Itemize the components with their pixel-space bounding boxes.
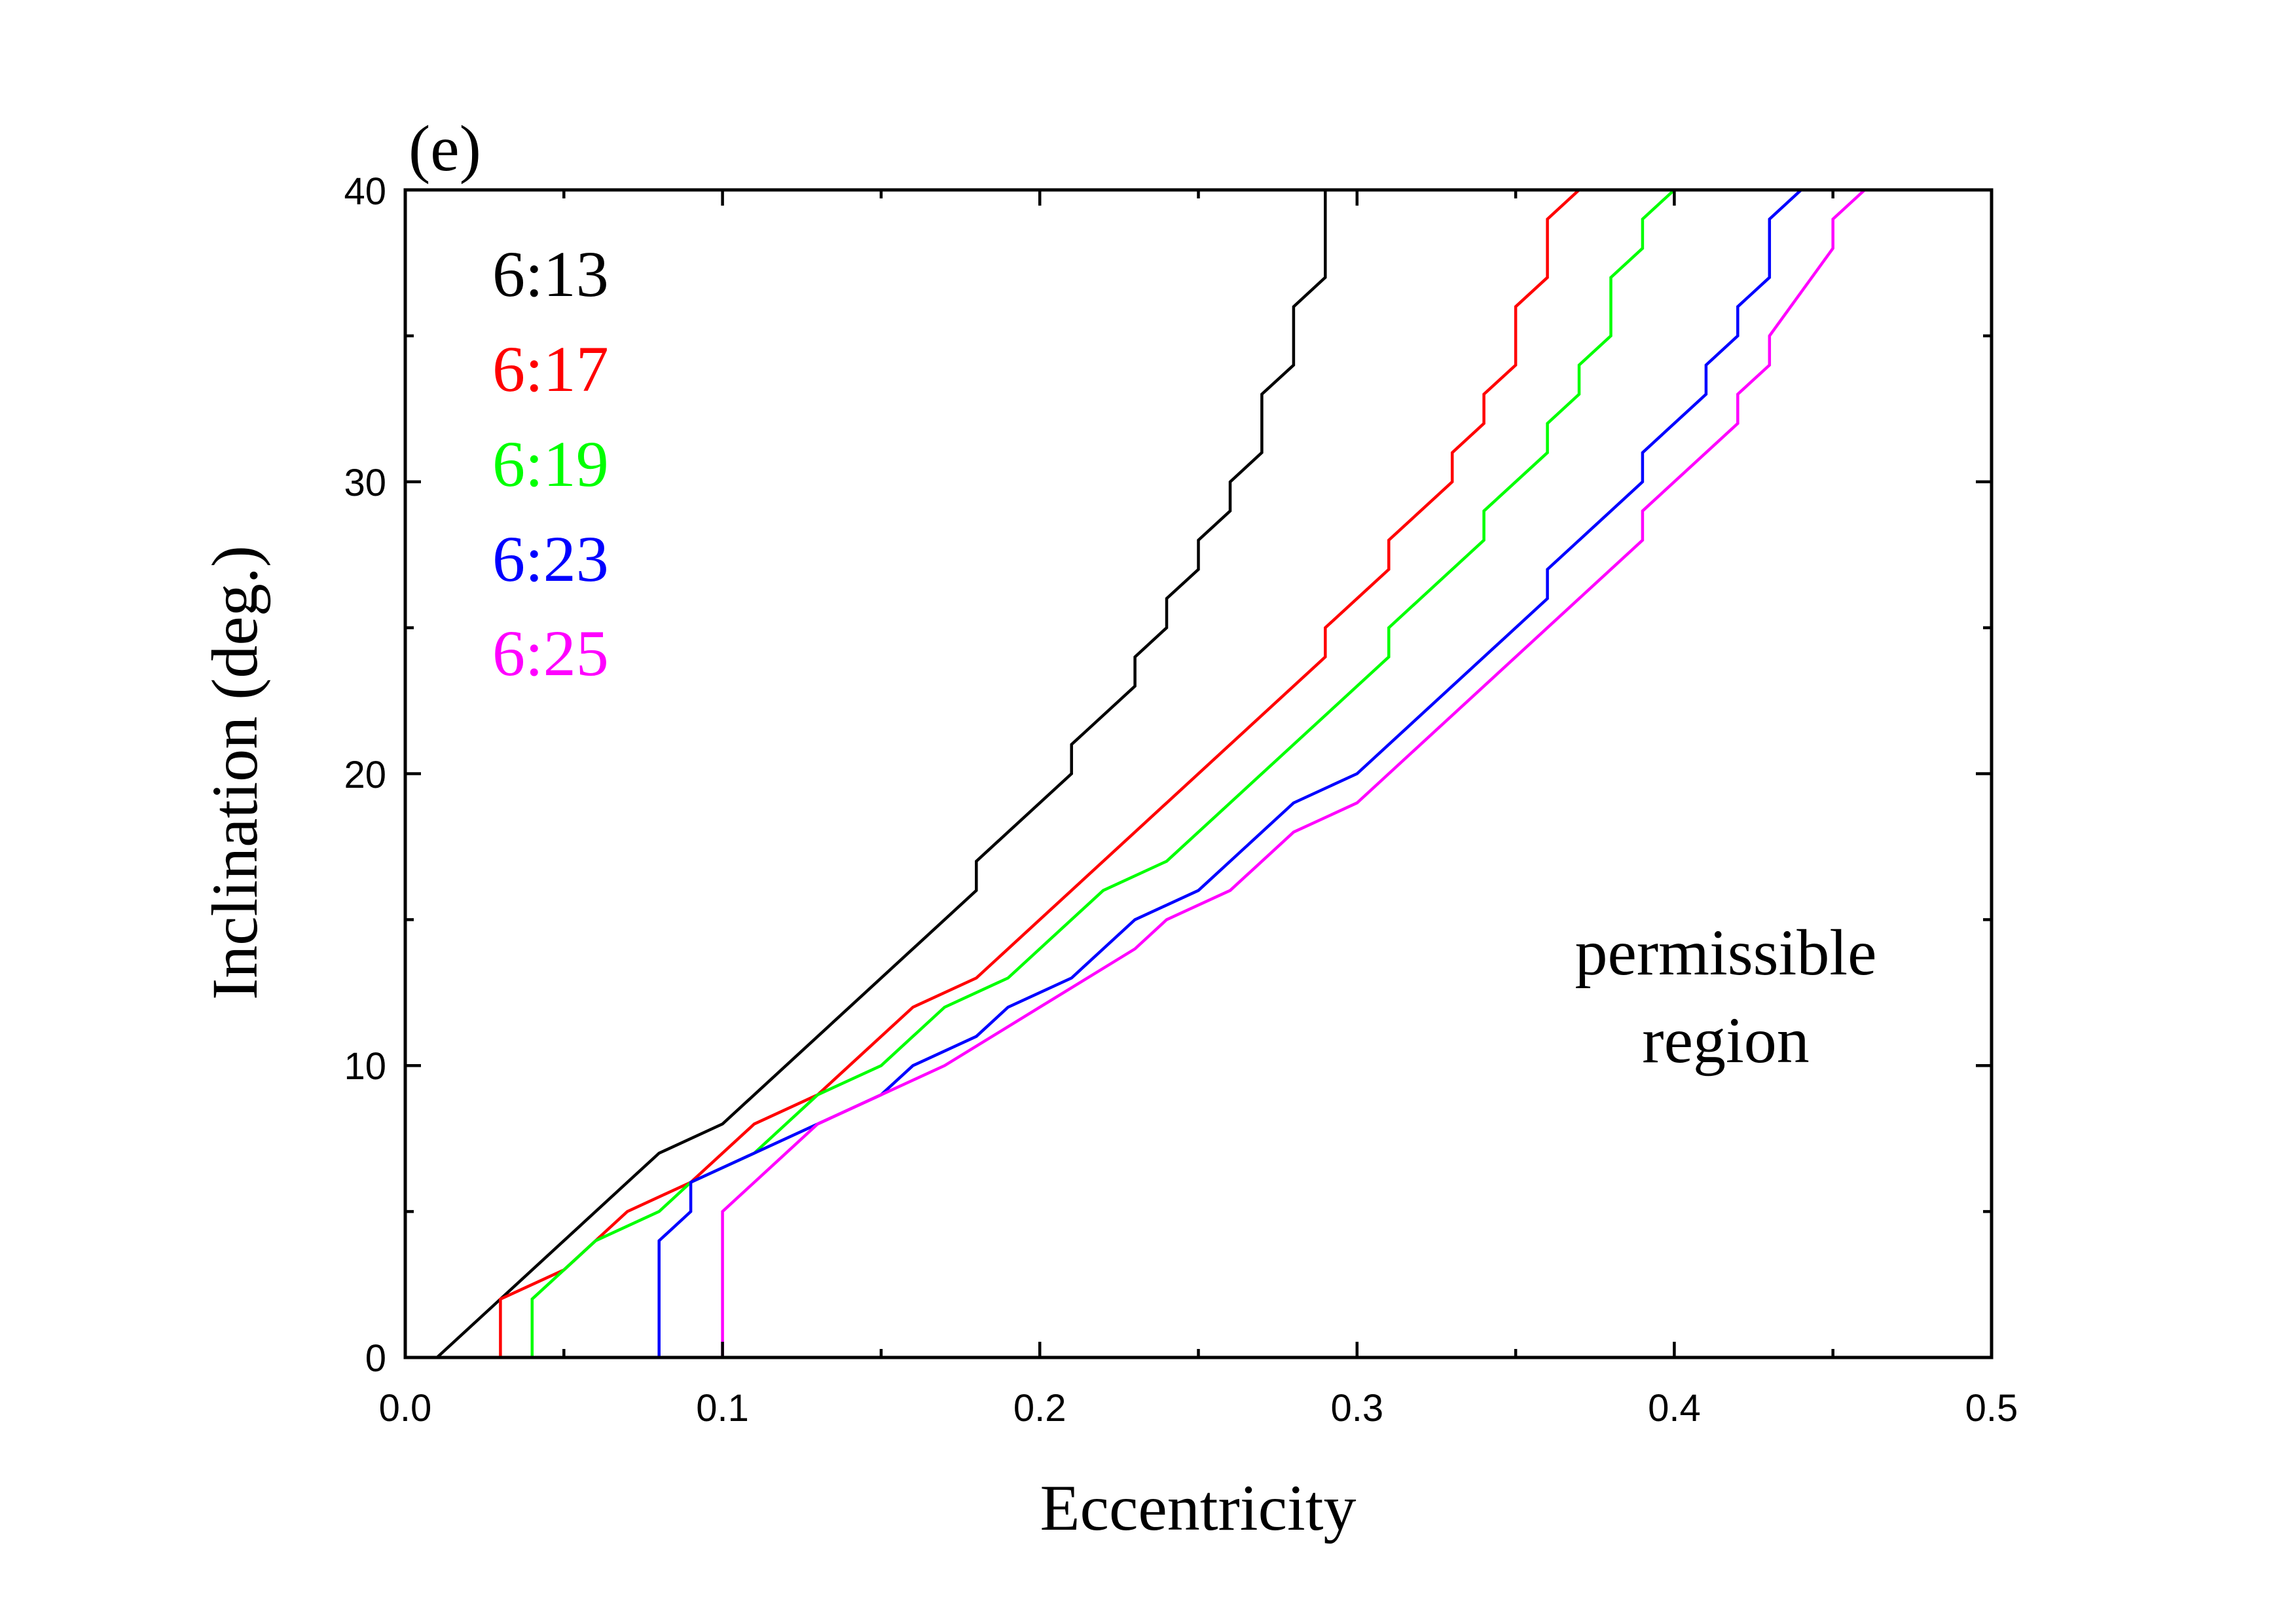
panel-label: (e) [409, 112, 481, 185]
y-tick-label: 0 [365, 1337, 386, 1380]
x-tick-label: 0.4 [1648, 1387, 1701, 1430]
annotation-line-2: region [1642, 1004, 1809, 1077]
y-tick-label: 10 [344, 1045, 386, 1088]
x-tick-label: 0.0 [379, 1387, 432, 1430]
series-line-6-13 [435, 190, 1327, 1359]
y-tick-label: 30 [344, 462, 386, 504]
series-line-6-17 [499, 189, 1580, 1357]
tick-layer [403, 188, 1994, 1359]
legend: 6:13 6:17 6:19 6:23 6:25 [492, 238, 609, 690]
x-tick-label: 0.3 [1330, 1387, 1383, 1430]
x-tick-label: 0.5 [1965, 1387, 2018, 1430]
permissible-region-annotation: permissible region [1575, 916, 1876, 1077]
x-tick-label: 0.1 [696, 1387, 749, 1430]
legend-entry-6-25: 6:25 [492, 617, 609, 690]
y-axis-title: Inclination (deg.) [198, 545, 271, 1000]
legend-entry-6-17: 6:17 [492, 333, 609, 405]
legend-entry-6-23: 6:23 [492, 523, 609, 595]
x-tick-label: 0.2 [1013, 1387, 1066, 1430]
series-line-6-25 [721, 189, 1866, 1357]
x-axis-title: Eccentricity [1040, 1471, 1356, 1544]
y-tick-label: 20 [344, 754, 386, 796]
series-layer [435, 189, 1866, 1359]
legend-entry-6-19: 6:19 [492, 428, 609, 500]
legend-entry-6-13: 6:13 [492, 238, 609, 310]
annotation-line-1: permissible [1575, 916, 1876, 989]
y-tick-label: 40 [344, 170, 386, 213]
